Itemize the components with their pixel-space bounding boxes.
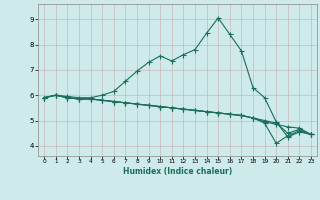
X-axis label: Humidex (Indice chaleur): Humidex (Indice chaleur): [123, 167, 232, 176]
